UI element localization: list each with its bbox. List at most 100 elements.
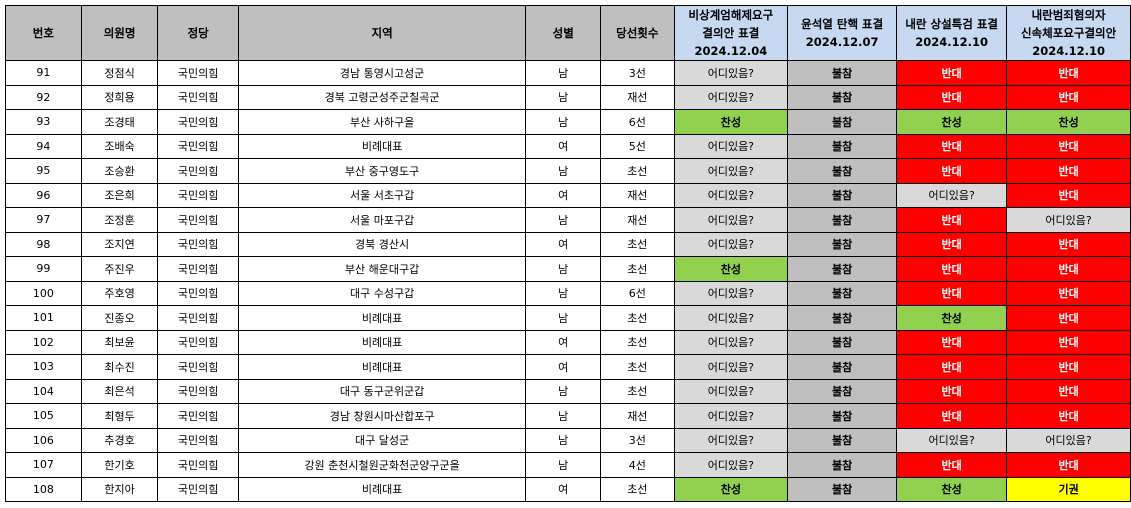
cell-no: 91: [5, 60, 82, 86]
cell-vote-special-counsel: 반대: [896, 207, 1008, 233]
table-row: 103 최수진 국민의힘 비례대표 여 초선 어디있음? 불참 반대 반대: [5, 354, 1131, 380]
cell-region: 부산 사하구을: [237, 109, 527, 135]
cell-gender: 남: [525, 60, 602, 86]
cell-vote-impeachment: 불참: [787, 427, 898, 453]
cell-vote-special-counsel: 반대: [896, 403, 1008, 429]
cell-terms: 초선: [600, 305, 675, 331]
header-row: 번호 의원명 정당 지역 성별 당선횟수 비상계엄해제요구 결의안 표결 202…: [5, 5, 1131, 61]
cell-vote-special-counsel: 반대: [896, 452, 1008, 478]
table-row: 91 정점식 국민의힘 경남 통영시고성군 남 3선 어디있음? 불참 반대 반대: [5, 60, 1131, 86]
cell-vote-arrest-resolution: 반대: [1006, 280, 1131, 306]
cell-vote-martial-law: 어디있음?: [673, 60, 789, 86]
cell-region: 서울 서초구갑: [237, 182, 527, 208]
cell-vote-arrest-resolution: 반대: [1006, 452, 1131, 478]
cell-vote-impeachment: 불참: [787, 403, 898, 429]
cell-name: 정희용: [80, 84, 159, 110]
cell-vote-impeachment: 불참: [787, 84, 898, 110]
header-vote-martial-law: 비상계엄해제요구 결의안 표결 2024.12.04: [673, 5, 789, 61]
header-vote-special-counsel: 내란 상설특검 표결 2024.12.10: [896, 5, 1008, 61]
cell-vote-arrest-resolution: 반대: [1006, 305, 1131, 331]
cell-party: 국민의힘: [157, 60, 239, 86]
header-region: 지역: [237, 5, 527, 61]
cell-terms: 재선: [600, 182, 675, 208]
cell-vote-martial-law: 찬성: [673, 476, 789, 502]
cell-vote-special-counsel: 찬성: [896, 305, 1008, 331]
cell-terms: 재선: [600, 403, 675, 429]
cell-party: 국민의힘: [157, 305, 239, 331]
cell-name: 최형두: [80, 403, 159, 429]
cell-party: 국민의힘: [157, 109, 239, 135]
cell-vote-impeachment: 불참: [787, 207, 898, 233]
cell-vote-martial-law: 어디있음?: [673, 354, 789, 380]
cell-name: 한지아: [80, 476, 159, 502]
cell-name: 추경호: [80, 427, 159, 453]
cell-vote-impeachment: 불참: [787, 158, 898, 184]
cell-vote-impeachment: 불참: [787, 231, 898, 257]
cell-gender: 여: [525, 133, 602, 159]
cell-terms: 재선: [600, 207, 675, 233]
cell-vote-arrest-resolution: 반대: [1006, 158, 1131, 184]
table-row: 105 최형두 국민의힘 경남 창원시마산합포구 남 재선 어디있음? 불참 반대 반대: [5, 403, 1131, 429]
cell-vote-martial-law: 어디있음?: [673, 158, 789, 184]
cell-no: 102: [5, 329, 82, 355]
cell-region: 대구 동구군위군갑: [237, 378, 527, 404]
cell-no: 106: [5, 427, 82, 453]
cell-vote-special-counsel: 반대: [896, 329, 1008, 355]
header-vote1-line1: 비상계엄해제요구: [688, 8, 774, 22]
cell-region: 경북 고령군성주군칠곡군: [237, 84, 527, 110]
cell-vote-impeachment: 불참: [787, 476, 898, 502]
header-vote2-line1: 윤석열 탄핵 표결: [801, 17, 884, 31]
cell-name: 조은희: [80, 182, 159, 208]
cell-vote-arrest-resolution: 어디있음?: [1006, 207, 1131, 233]
cell-name: 주진우: [80, 256, 159, 282]
cell-vote-arrest-resolution: 반대: [1006, 231, 1131, 257]
cell-terms: 3선: [600, 60, 675, 86]
cell-gender: 여: [525, 354, 602, 380]
cell-region: 비례대표: [237, 133, 527, 159]
cell-no: 93: [5, 109, 82, 135]
table-row: 107 한기호 국민의힘 강원 춘천시철원군화천군양구군을 남 4선 어디있음? 불참 반대 반대: [5, 452, 1131, 478]
cell-vote-martial-law: 어디있음?: [673, 329, 789, 355]
cell-no: 104: [5, 378, 82, 404]
cell-vote-impeachment: 불참: [787, 60, 898, 86]
cell-party: 국민의힘: [157, 280, 239, 306]
cell-gender: 여: [525, 476, 602, 502]
table-row: 106 추경호 국민의힘 대구 달성군 남 3선 어디있음? 불참 어디있음? 어디있음?: [5, 427, 1131, 453]
cell-vote-special-counsel: 어디있음?: [896, 427, 1008, 453]
table-row: 97 조정훈 국민의힘 서울 마포구갑 남 재선 어디있음? 불참 반대 어디있음?: [5, 207, 1131, 233]
header-vote-arrest-resolution: 내란범죄혐의자 신속체포요구결의안 2024.12.10: [1006, 5, 1131, 61]
cell-gender: 남: [525, 452, 602, 478]
cell-vote-martial-law: 어디있음?: [673, 182, 789, 208]
header-vote3-line1: 내란 상설특검 표결: [905, 17, 998, 31]
cell-terms: 6선: [600, 109, 675, 135]
cell-party: 국민의힘: [157, 84, 239, 110]
cell-name: 조정훈: [80, 207, 159, 233]
cell-no: 100: [5, 280, 82, 306]
cell-terms: 초선: [600, 329, 675, 355]
cell-region: 비례대표: [237, 476, 527, 502]
cell-no: 98: [5, 231, 82, 257]
cell-gender: 남: [525, 280, 602, 306]
cell-gender: 여: [525, 182, 602, 208]
cell-region: 경북 경산시: [237, 231, 527, 257]
header-vote4-line1: 내란범죄혐의자: [1031, 8, 1106, 22]
cell-name: 최은석: [80, 378, 159, 404]
cell-party: 국민의힘: [157, 231, 239, 257]
cell-vote-martial-law: 어디있음?: [673, 133, 789, 159]
cell-party: 국민의힘: [157, 476, 239, 502]
cell-terms: 초선: [600, 378, 675, 404]
cell-vote-martial-law: 어디있음?: [673, 280, 789, 306]
cell-vote-special-counsel: 반대: [896, 354, 1008, 380]
cell-vote-arrest-resolution: 반대: [1006, 84, 1131, 110]
cell-gender: 남: [525, 427, 602, 453]
cell-vote-impeachment: 불참: [787, 354, 898, 380]
table-row: 99 주진우 국민의힘 부산 해운대구갑 남 초선 찬성 불참 반대 반대: [5, 256, 1131, 282]
cell-terms: 초선: [600, 256, 675, 282]
cell-vote-martial-law: 어디있음?: [673, 231, 789, 257]
header-vote3-line2: 2024.12.10: [915, 35, 989, 49]
cell-vote-martial-law: 어디있음?: [673, 207, 789, 233]
cell-terms: 4선: [600, 452, 675, 478]
cell-party: 국민의힘: [157, 427, 239, 453]
cell-vote-martial-law: 어디있음?: [673, 378, 789, 404]
cell-terms: 3선: [600, 427, 675, 453]
